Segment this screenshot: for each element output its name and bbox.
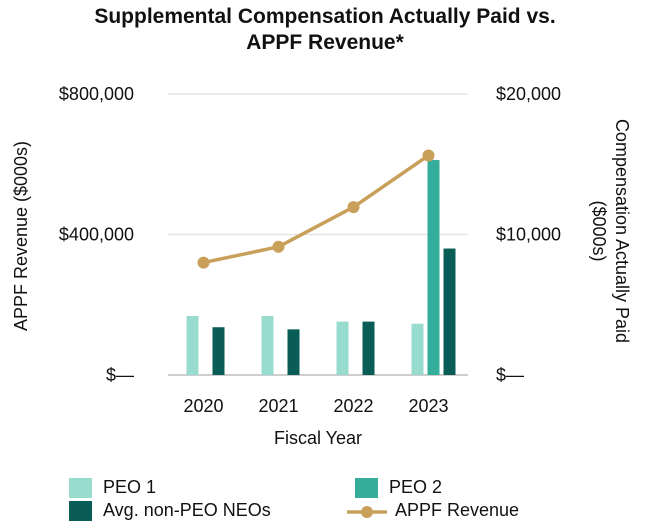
bar-peo-1-2021 bbox=[261, 315, 274, 375]
x-tick-label-2022: 2022 bbox=[333, 396, 373, 416]
chart-title: Supplemental Compensation Actually Paid … bbox=[0, 4, 650, 56]
revenue-point-2021 bbox=[272, 240, 285, 253]
x-tick-label-2023: 2023 bbox=[408, 396, 448, 416]
bar-peo-1-2023 bbox=[411, 323, 424, 375]
bar-avg-non-peo-neos-2020 bbox=[212, 327, 225, 375]
bar-avg-non-peo-neos-2021 bbox=[287, 329, 300, 375]
y-right-tick-label: $20,000 bbox=[496, 84, 561, 104]
y-right-tick-label: $— bbox=[496, 365, 524, 385]
y-axis-label-right-line-2: ($000s) bbox=[589, 200, 609, 261]
y-left-tick-label: $— bbox=[106, 365, 134, 385]
legend-label-revenue: APPF Revenue bbox=[395, 500, 520, 520]
legend-swatch-peo2 bbox=[355, 478, 378, 498]
y-axis-label-right-line-1: Compensation Actually Paid bbox=[612, 119, 632, 343]
legend-label-peo1: PEO 1 bbox=[103, 477, 157, 497]
legend-label-avg-neos: Avg. non-PEO NEOs bbox=[103, 500, 271, 520]
revenue-line-path bbox=[203, 154, 430, 265]
chart-title-line-2: APPF Revenue* bbox=[246, 31, 404, 54]
y-left-tick-label: $400,000 bbox=[59, 225, 134, 245]
x-tick-label-2020: 2020 bbox=[183, 396, 223, 416]
y-left-tick-label: $800,000 bbox=[59, 84, 134, 104]
revenue-point-2020 bbox=[197, 256, 210, 269]
revenue-point-2023 bbox=[422, 149, 435, 162]
y-axis-label-left: APPF Revenue ($000s) bbox=[11, 141, 31, 331]
y-right-tick-label: $10,000 bbox=[496, 225, 561, 245]
bars bbox=[186, 160, 456, 375]
revenue-line bbox=[197, 149, 435, 269]
bar-peo-1-2022 bbox=[336, 321, 349, 375]
bar-peo-2-2023 bbox=[427, 160, 440, 375]
x-axis-label: Fiscal Year bbox=[274, 428, 362, 448]
bar-peo-1-2020 bbox=[186, 315, 199, 375]
legend-swatch-peo1 bbox=[69, 478, 92, 498]
chart-title-line-1: Supplemental Compensation Actually Paid … bbox=[94, 5, 556, 28]
bar-avg-non-peo-neos-2023 bbox=[443, 248, 456, 375]
x-category-labels: 2020 2021 2022 2023 bbox=[183, 396, 448, 416]
bar-avg-non-peo-neos-2022 bbox=[362, 321, 375, 375]
x-tick-label-2021: 2021 bbox=[258, 396, 298, 416]
legend-swatch-avg-neos bbox=[69, 501, 92, 521]
legend-swatch-revenue bbox=[347, 506, 387, 518]
legend-label-peo2: PEO 2 bbox=[389, 477, 443, 497]
revenue-point-2022 bbox=[347, 201, 360, 214]
tick-labels: $— $400,000 $800,000 $— $10,000 $20,000 bbox=[59, 84, 561, 385]
